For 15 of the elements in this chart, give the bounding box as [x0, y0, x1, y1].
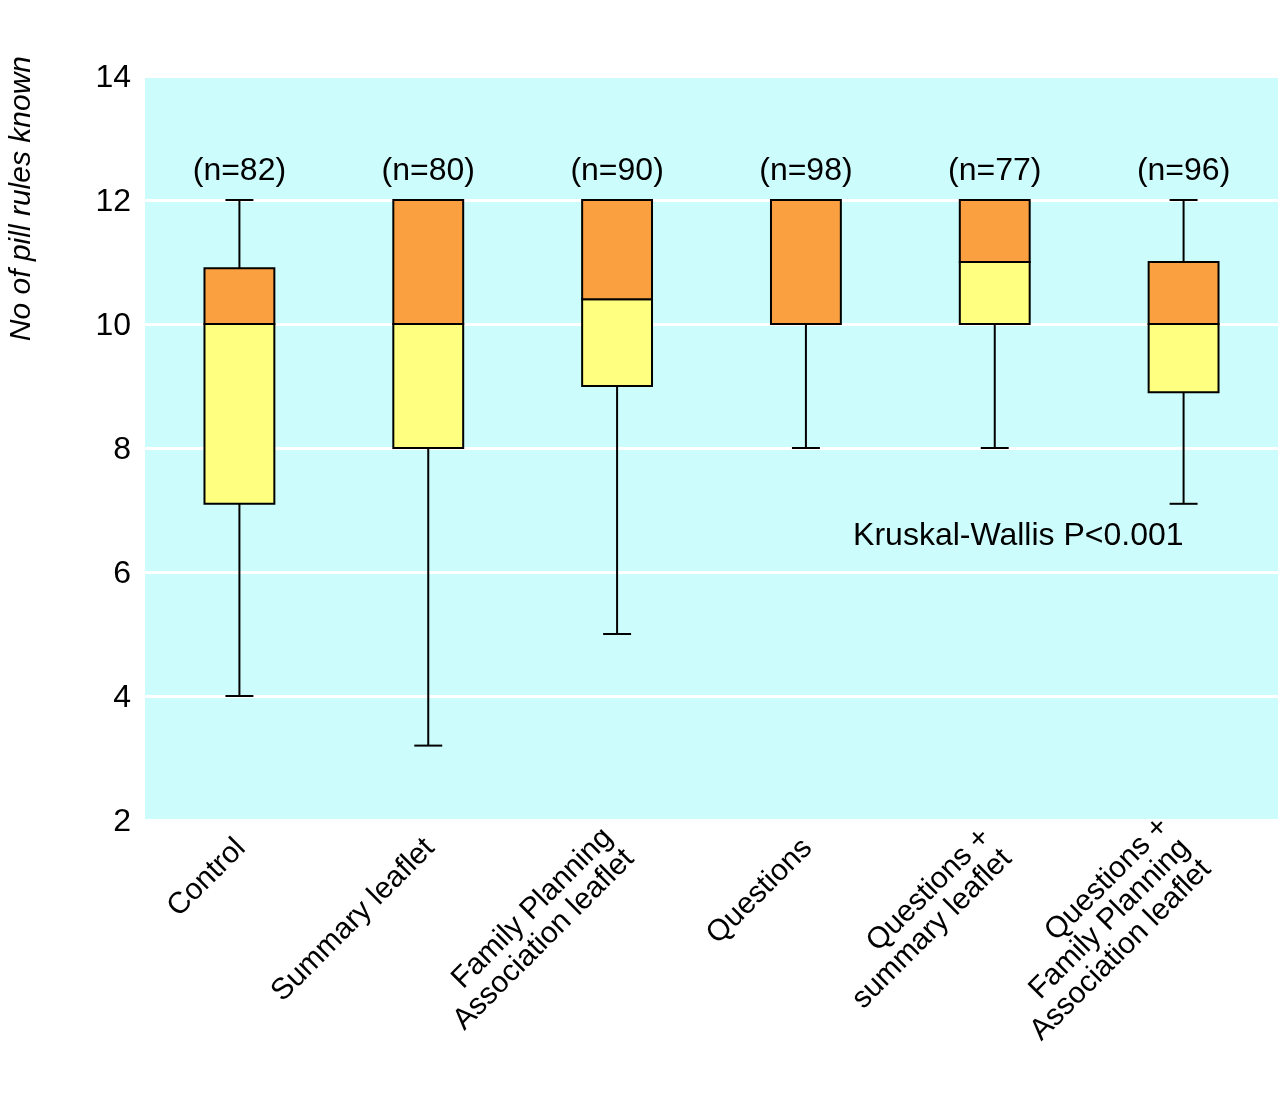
- y-tick-label: 14: [95, 58, 131, 94]
- y-tick-label: 10: [95, 306, 131, 342]
- annotation: (n=90): [570, 151, 664, 187]
- annotation: (n=82): [192, 151, 287, 187]
- y-tick-label: 2: [113, 802, 131, 838]
- annotation: (n=98): [759, 151, 853, 187]
- y-tick-label: 6: [113, 554, 131, 590]
- annotation: (n=80): [381, 151, 475, 187]
- annotation: (n=96): [1136, 151, 1231, 187]
- annotation: (n=77): [948, 151, 1042, 187]
- annotation: Kruskal-Wallis P<0.001: [853, 515, 1184, 552]
- y-tick-label: 4: [113, 678, 131, 714]
- y-axis-title: No of pill rules known: [2, 56, 36, 342]
- y-tick-label: 12: [95, 182, 131, 218]
- y-tick-label: 8: [113, 430, 131, 466]
